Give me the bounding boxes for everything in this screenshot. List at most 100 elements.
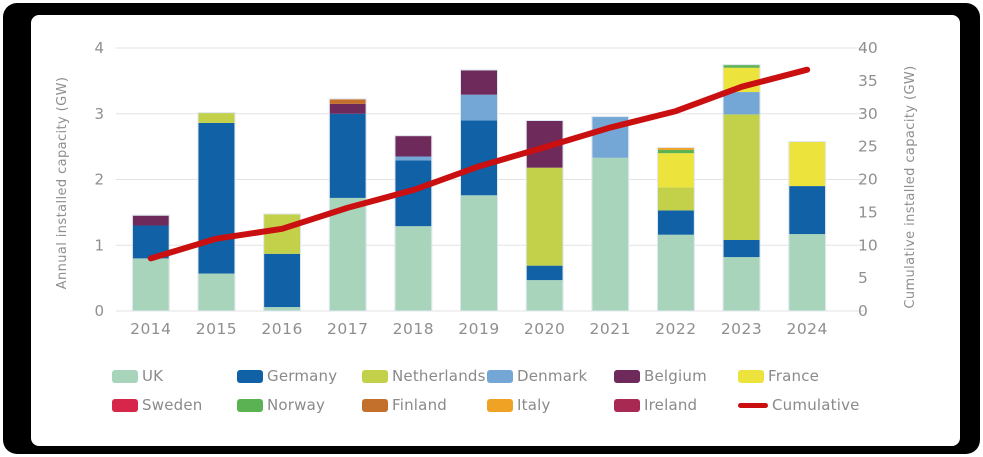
bar-segment-germany xyxy=(264,253,301,308)
bar-outline xyxy=(788,141,827,312)
bar-segment-denmark xyxy=(461,94,497,121)
year-label: 2024 xyxy=(786,320,827,338)
legend-label-denmark: Denmark xyxy=(517,367,588,385)
right-axis-tick: 40 xyxy=(858,39,878,57)
left-axis-tick: 1 xyxy=(94,236,104,254)
bar-segment-belgium xyxy=(461,70,497,95)
bar-segment-uk xyxy=(526,280,563,311)
legend-item-netherlands: Netherlands xyxy=(362,367,486,385)
legend-label-ireland: Ireland xyxy=(644,396,698,414)
bar-segment-uk xyxy=(395,226,432,311)
legend-swatch-france xyxy=(738,369,764,383)
legend-label-germany: Germany xyxy=(267,367,338,385)
bar-2014 xyxy=(131,214,170,312)
bar-segment-uk xyxy=(329,197,366,311)
bar-outline xyxy=(722,64,761,312)
year-label: 2017 xyxy=(327,320,368,338)
bar-segment-germany xyxy=(526,265,563,281)
bar-segment-germany xyxy=(789,186,826,235)
bar-2019 xyxy=(460,69,498,312)
bar-outline xyxy=(656,146,695,312)
bar-2023 xyxy=(722,64,761,312)
bar-segment-belgium xyxy=(329,103,366,114)
bars-group xyxy=(131,64,827,312)
bar-segment-uk xyxy=(657,234,694,311)
legend-item-belgium: Belgium xyxy=(614,367,707,385)
bar-segment-germany xyxy=(329,113,366,198)
left-axis-title: Annual installed capacity (GW) xyxy=(55,77,70,290)
bar-2024 xyxy=(788,141,827,312)
legend-swatch-cumulative xyxy=(738,402,768,408)
bar-segment-belgium xyxy=(132,215,169,226)
right-axis-tick: 5 xyxy=(858,269,868,287)
bar-2020 xyxy=(525,119,564,312)
cumulative-line-group xyxy=(147,66,811,262)
left-axis-tick: 0 xyxy=(94,302,104,320)
bar-outline xyxy=(591,116,630,312)
legend-swatch-sweden xyxy=(112,398,138,412)
legend-swatch-uk xyxy=(112,369,138,383)
legend-item-finland: Finland xyxy=(362,396,447,414)
bar-2022 xyxy=(656,146,695,312)
bar-2018 xyxy=(394,135,433,312)
bar-segment-netherlands xyxy=(264,214,301,254)
bar-segment-uk xyxy=(592,157,629,311)
bar-2016 xyxy=(263,213,302,312)
year-label: 2018 xyxy=(393,320,434,338)
legend-label-italy: Italy xyxy=(517,396,551,414)
bar-segment-netherlands xyxy=(723,114,760,240)
legend-swatch-denmark xyxy=(487,369,513,383)
year-label: 2014 xyxy=(130,320,171,338)
bar-segment-uk xyxy=(264,307,301,311)
bar-2021 xyxy=(591,116,630,312)
legend-item-uk: UK xyxy=(112,367,163,385)
legend-item-norway: Norway xyxy=(237,396,325,414)
bar-outline xyxy=(263,213,302,312)
legend-item-germany: Germany xyxy=(237,367,337,385)
bar-segment-denmark xyxy=(723,92,760,115)
bar-segment-france xyxy=(789,142,826,187)
year-label: 2022 xyxy=(655,320,696,338)
legend-label-finland: Finland xyxy=(392,396,447,414)
bar-segment-norway xyxy=(657,149,694,154)
bar-segment-germany xyxy=(461,120,497,196)
bar-segment-finland xyxy=(329,99,366,104)
legend-item-sweden: Sweden xyxy=(112,396,202,414)
legend-swatch-finland xyxy=(362,398,388,412)
right-axis-tick: 15 xyxy=(858,203,878,221)
legend-label-norway: Norway xyxy=(267,396,326,414)
legend-label-belgium: Belgium xyxy=(644,367,707,385)
legend-label-france: France xyxy=(768,367,820,385)
year-label: 2019 xyxy=(458,320,499,338)
bar-segment-denmark xyxy=(395,156,432,161)
legend-swatch-belgium xyxy=(614,369,640,383)
right-axis-tick: 20 xyxy=(858,171,878,189)
legend-item-denmark: Denmark xyxy=(487,367,587,385)
legend-swatch-norway xyxy=(237,398,263,412)
bar-segment-uk xyxy=(789,234,826,311)
year-label: 2016 xyxy=(261,320,302,338)
bar-outline xyxy=(394,135,433,312)
bar-segment-norway xyxy=(723,65,760,68)
bar-segment-germany xyxy=(657,210,694,235)
bar-segment-uk xyxy=(198,273,235,311)
legend-label-uk: UK xyxy=(142,367,164,385)
legend-label-sweden: Sweden xyxy=(142,396,203,414)
bar-segment-netherlands xyxy=(526,167,563,266)
legend-item-france: France xyxy=(738,367,819,385)
bar-2017 xyxy=(328,98,367,312)
year-label: 2023 xyxy=(721,320,762,338)
bar-segment-germany xyxy=(723,239,760,258)
legend-label-cumulative: Cumulative xyxy=(772,396,860,414)
year-label: 2021 xyxy=(590,320,631,338)
right-axis-tick: 10 xyxy=(858,236,878,254)
legend-swatch-netherlands xyxy=(362,369,388,383)
bar-2015 xyxy=(197,112,236,312)
legend-swatch-germany xyxy=(237,369,263,383)
bar-segment-france xyxy=(657,153,694,188)
left-axis-tick: 2 xyxy=(94,171,104,189)
left-axis-tick: 3 xyxy=(94,105,104,123)
